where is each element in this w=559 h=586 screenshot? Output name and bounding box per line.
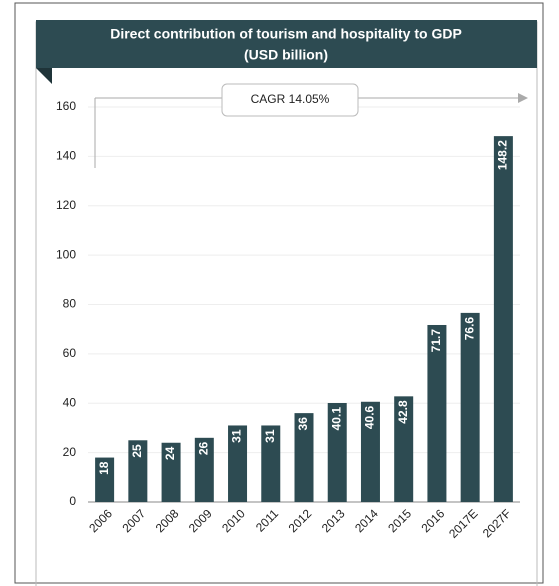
value-label: 26 [196, 441, 210, 455]
y-tick-label: 60 [63, 346, 77, 360]
value-label: 36 [296, 417, 310, 431]
value-label: 40.1 [329, 407, 343, 431]
chart-subtitle: (USD billion) [244, 47, 328, 63]
value-label: 76.6 [462, 317, 476, 341]
value-label: 18 [97, 461, 111, 475]
bar [427, 324, 447, 502]
bar [327, 403, 347, 502]
value-label: 25 [130, 444, 144, 458]
cagr-box [221, 83, 359, 117]
value-label: 31 [263, 429, 277, 443]
bar [360, 401, 380, 502]
banner-fold [36, 68, 52, 84]
bar [460, 312, 480, 502]
chart-title: Direct contribution of tourism and hospi… [110, 26, 462, 42]
value-label: 40.6 [363, 405, 377, 429]
bar [493, 136, 513, 502]
bar [95, 457, 115, 502]
y-tick-label: 40 [63, 395, 77, 409]
value-label: 148.2 [496, 140, 510, 170]
bar [161, 442, 181, 502]
bar [194, 437, 214, 502]
y-tick-label: 0 [69, 494, 76, 508]
bar [261, 425, 281, 502]
bar [394, 396, 414, 502]
bar [128, 440, 148, 502]
title-banner [36, 20, 537, 68]
cagr-arrowhead [518, 93, 528, 103]
y-tick-label: 80 [63, 297, 77, 311]
y-tick-label: 120 [56, 198, 76, 212]
value-label: 42.8 [396, 400, 410, 424]
value-label: 71.7 [429, 329, 443, 353]
y-tick-label: 160 [56, 99, 76, 113]
y-tick-label: 100 [56, 247, 76, 261]
bar [228, 425, 248, 502]
value-label: 24 [163, 446, 177, 460]
y-tick-label: 140 [56, 149, 76, 163]
y-tick-label: 20 [63, 445, 77, 459]
bar [294, 413, 314, 502]
cagr-label: CAGR 14.05% [251, 92, 330, 106]
value-label: 31 [230, 429, 244, 443]
